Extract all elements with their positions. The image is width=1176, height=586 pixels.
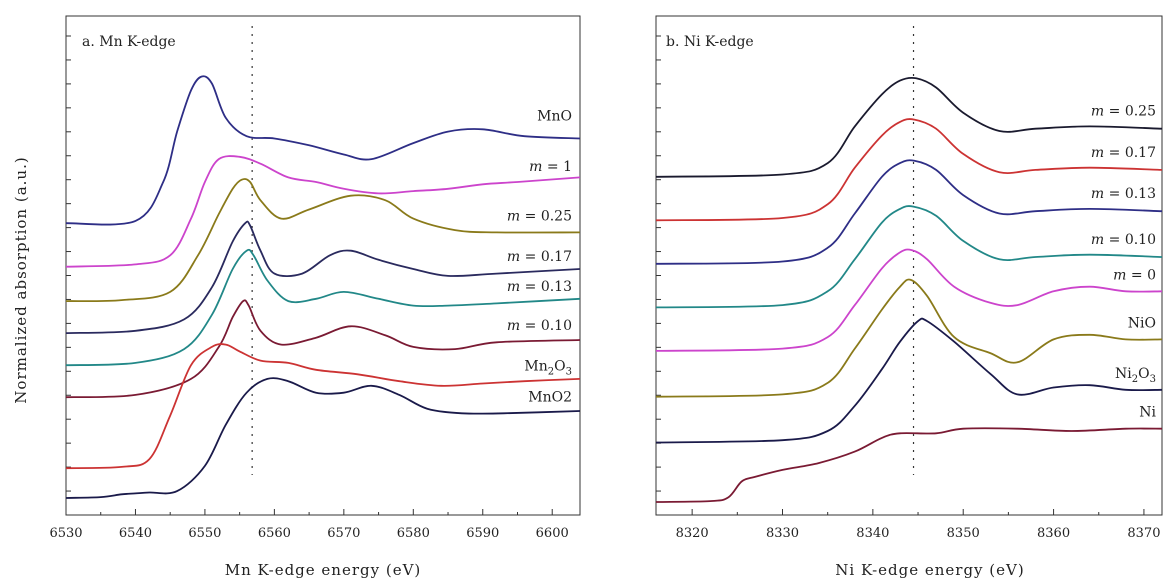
series-line-m-0-10 xyxy=(65,299,581,399)
panel-b-frame xyxy=(655,15,1163,516)
series-line-ni2o3 xyxy=(655,317,1163,444)
panel-b-x-axis-title: Ni K-edge energy (eV) xyxy=(835,561,1024,579)
y-axis-title: Normalized absorption (a.u.) xyxy=(12,156,30,403)
series-label: MnO2 xyxy=(528,389,572,405)
series-line-m-0-25 xyxy=(655,76,1163,178)
series-label: Mn2O3 xyxy=(524,358,572,377)
mn-k-edge-panel: 6530 6540 6550 6560 6570 6580 6590 6600 MnO m = … xyxy=(49,15,581,579)
series-label: m = 0 xyxy=(1113,267,1156,283)
panel-a-x-axis-title: Mn K-edge energy (eV) xyxy=(225,561,422,579)
series-line-m-0-13 xyxy=(655,159,1163,265)
series-label: m = 0.17 xyxy=(1091,145,1156,161)
x-tick-label: 6550 xyxy=(188,526,221,541)
series-label: NiO xyxy=(1128,315,1156,331)
panel-b-series: m = 0.25 m = 0.17 m = 0.13 m = 0.10 m = 0 NiO… xyxy=(655,76,1163,503)
series-label: m = 0.10 xyxy=(507,318,572,334)
series-line-nio xyxy=(655,278,1163,398)
x-tick-label: 6570 xyxy=(327,526,360,541)
x-tick-label: 6580 xyxy=(397,526,430,541)
series-label: m = 1 xyxy=(529,159,572,175)
series-label: m = 0.13 xyxy=(507,279,572,295)
panel-a-frame xyxy=(65,15,581,516)
series-line-ni xyxy=(655,427,1163,503)
x-tick-label: 6600 xyxy=(536,526,569,541)
series-label: Ni2O3 xyxy=(1115,366,1156,385)
x-tick-label: 6540 xyxy=(119,526,152,541)
x-tick-label: 8360 xyxy=(1037,526,1070,541)
series-label: m = 0.17 xyxy=(507,249,572,265)
series-line-m-1 xyxy=(65,155,581,268)
x-tick-label: 8350 xyxy=(947,526,980,541)
series-line-m-0 xyxy=(655,248,1163,352)
series-label: m = 0.25 xyxy=(1091,104,1156,120)
x-tick-label: 8340 xyxy=(856,526,889,541)
series-line-m-0-17 xyxy=(65,220,581,334)
series-label: Ni xyxy=(1139,405,1156,421)
panel-a-title: a. Mn K-edge xyxy=(82,34,176,50)
series-line-mno2 xyxy=(65,377,581,499)
series-label: m = 0.25 xyxy=(507,208,572,224)
series-label: m = 0.10 xyxy=(1091,232,1156,248)
series-line-m-0-17 xyxy=(655,118,1163,222)
series-label: MnO xyxy=(537,109,572,125)
x-tick-label: 6590 xyxy=(466,526,499,541)
x-tick-label: 8330 xyxy=(766,526,799,541)
panel-a-ticks: 6530 6540 6550 6560 6570 6580 6590 6600 xyxy=(49,35,569,541)
series-line-m-0-13 xyxy=(65,248,581,367)
panel-a-series: MnO m = 1 m = 0.25 m = 0.17 m = 0.13 m = 0.10… xyxy=(65,75,581,499)
series-line-m-0-25 xyxy=(65,178,581,303)
x-tick-label: 8320 xyxy=(676,526,709,541)
series-line-m-0-10 xyxy=(655,205,1163,309)
series-label: m = 0.13 xyxy=(1091,186,1156,202)
ni-k-edge-panel: 8320 8330 8340 8350 8360 8370 m = 0.25 m = 0.1… xyxy=(655,15,1163,579)
x-tick-label: 8370 xyxy=(1127,526,1160,541)
series-line-mno xyxy=(65,75,581,226)
panel-b-title: b. Ni K-edge xyxy=(666,34,754,50)
series-line-mn2o3 xyxy=(65,343,581,470)
x-tick-label: 6560 xyxy=(258,526,291,541)
x-tick-label: 6530 xyxy=(49,526,82,541)
panel-b-ticks: 8320 8330 8340 8350 8360 8370 xyxy=(656,35,1160,541)
